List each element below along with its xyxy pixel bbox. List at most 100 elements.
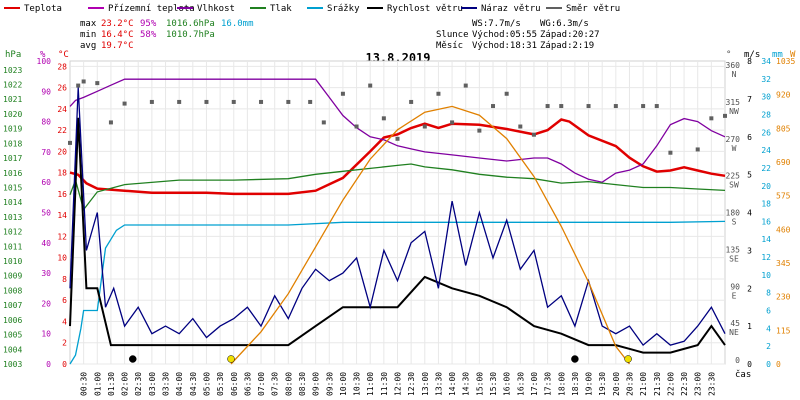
moon-set: Západ:2:19	[540, 41, 594, 51]
wind-direction-point	[368, 83, 373, 88]
temp-tick-label: 10	[57, 254, 67, 263]
series-line	[230, 105, 631, 365]
wind-direction-point	[422, 124, 427, 129]
hpa-tick-label: 1014	[3, 198, 22, 207]
wind-direction-point	[695, 147, 700, 152]
mm-tick-label: 28	[761, 110, 771, 119]
hpa-tick-label: 1023	[3, 66, 22, 75]
hpa-tick-label: 1022	[3, 81, 22, 90]
stats-max-hum: 95%	[140, 19, 157, 29]
x-tick-label: 08:30	[298, 372, 307, 396]
temp-tick-label: 8	[62, 275, 67, 284]
hpa-tick-label: 1017	[3, 154, 22, 163]
mm-tick-label: 30	[761, 93, 771, 102]
hpa-tick-label: 1021	[3, 95, 22, 104]
event-marker	[624, 355, 632, 363]
dir-compass-label: W	[732, 144, 737, 153]
wind-direction-point	[545, 104, 550, 109]
series-line	[69, 118, 726, 196]
temp-tick-label: 22	[57, 126, 67, 135]
series-group	[68, 78, 727, 365]
series-line	[69, 87, 726, 347]
x-tick-label: 18:00	[557, 372, 566, 396]
dir-compass-label: SW	[729, 181, 739, 190]
pct-tick-label: 100	[37, 57, 52, 66]
pct-tick-label: 60	[41, 178, 51, 187]
legend-label: Teplota	[24, 4, 62, 14]
wind-direction-point	[354, 124, 359, 129]
stats-max-press: 1016.6hPa	[166, 19, 215, 29]
x-tick-label: 00:30	[80, 372, 89, 396]
dir-compass-label: SE	[729, 254, 739, 263]
ms-tick-label: 1	[747, 322, 752, 331]
x-tick-label: 06:30	[243, 372, 252, 396]
hpa-tick-label: 1019	[3, 125, 22, 134]
wind-direction-point	[395, 136, 400, 141]
hpa-tick-label: 1008	[3, 286, 22, 295]
mm-tick-label: 2	[766, 342, 771, 351]
wind-direction-point	[122, 101, 127, 106]
mm-tick-label: 18	[761, 200, 771, 209]
x-tick-label: 06:00	[230, 372, 239, 396]
ms-tick-label: 3	[747, 246, 752, 255]
hpa-tick-label: 1004	[3, 345, 22, 354]
hpa-tick-label: 1007	[3, 301, 22, 310]
wind-direction-point	[531, 132, 536, 137]
legend-label: Srážky	[327, 4, 360, 14]
wind-direction-point	[308, 99, 313, 104]
wind-direction-point	[586, 104, 591, 109]
wind-direction-point	[613, 104, 618, 109]
x-tick-label: 08:00	[284, 372, 293, 396]
dir-tick-label: 0	[735, 356, 740, 365]
ms-tick-label: 8	[747, 57, 752, 66]
mm-tick-label: 12	[761, 253, 771, 262]
stats-min-hum: 58%	[140, 30, 157, 40]
wind-direction-point	[231, 99, 236, 104]
hpa-tick-label: 1016	[3, 169, 22, 178]
w-tick-label: 920	[776, 91, 791, 100]
ms-tick-label: 6	[747, 133, 752, 142]
temp-tick-label: 28	[57, 62, 67, 71]
x-tick-label: 09:00	[312, 372, 321, 396]
ms-tick-label: 7	[747, 95, 752, 104]
pct-tick-label: 90	[41, 87, 51, 96]
temp-tick-label: 0	[62, 360, 67, 369]
w-tick-label: 1035	[776, 57, 795, 66]
series-line	[69, 78, 726, 183]
x-tick-label: 13:00	[421, 372, 430, 396]
x-tick-label: 04:30	[189, 372, 198, 396]
moon-label: Měsíc	[436, 41, 463, 51]
wind-direction-point	[559, 104, 564, 109]
pct-tick-label: 40	[41, 239, 51, 248]
info-block: WS:7.7m/s WG:6.3m/s Slunce Východ:05:55 …	[436, 19, 600, 51]
x-tick-label: 11:00	[366, 372, 375, 396]
ms-tick-label: 0	[747, 360, 752, 369]
x-tick-label: 23:00	[694, 372, 703, 396]
mm-tick-label: 24	[761, 146, 771, 155]
dir-tick-label: 90	[730, 282, 740, 291]
mm-tick-label: 14	[761, 235, 771, 244]
x-tick-label: 21:30	[653, 372, 662, 396]
x-tick-label: 14:30	[462, 372, 471, 396]
wind-direction-point	[81, 79, 86, 84]
stats-max-label: max	[80, 19, 97, 29]
hpa-tick-label: 1020	[3, 110, 22, 119]
wind-direction-point	[340, 91, 345, 96]
wind-direction-point	[321, 120, 326, 125]
wind-direction-point	[491, 104, 496, 109]
x-tick-label: 09:30	[325, 372, 334, 396]
hpa-tick-label: 1012	[3, 228, 22, 237]
legend-label: Směr větru	[566, 4, 620, 14]
mm-tick-label: 4	[766, 324, 771, 333]
x-tick-label: 01:30	[107, 372, 116, 396]
legend-label: Vlhkost	[197, 4, 235, 14]
x-tick-label: 12:00	[394, 372, 403, 396]
stats-avg-temp: 19.7°C	[101, 41, 134, 51]
event-marker	[227, 355, 235, 363]
w-tick-label: 805	[776, 124, 791, 133]
temp-tick-label: 2	[62, 339, 67, 348]
temp-tick-label: 14	[57, 211, 67, 220]
w-tick-label: 575	[776, 192, 791, 201]
dir-tick-label: 225	[726, 172, 741, 181]
wind-direction-point	[723, 113, 727, 118]
